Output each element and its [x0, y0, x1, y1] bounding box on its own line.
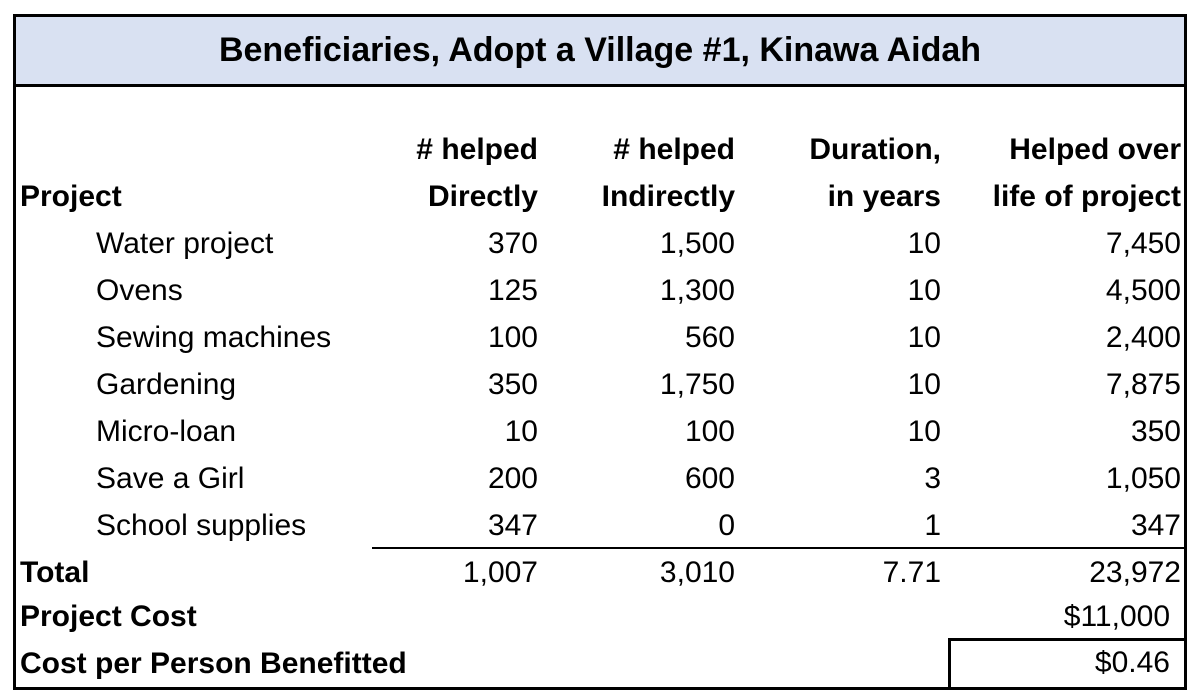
row-direct: 350	[487, 368, 538, 401]
header-life-line1: Helped over	[1009, 133, 1181, 166]
header-direct-line1: # helped	[416, 133, 538, 166]
total-life: 23,972	[1089, 556, 1181, 589]
header-project: Project	[20, 180, 122, 213]
row-indirect: 0	[718, 509, 735, 542]
row-direct: 100	[487, 321, 538, 354]
row-project-name: Sewing machines	[96, 321, 332, 354]
cost-per-person-value: $0.46	[1094, 646, 1170, 679]
row-project-name: Gardening	[96, 368, 237, 401]
row-life: 1,050	[1105, 462, 1181, 495]
row-direct: 200	[487, 462, 538, 495]
row-indirect: 100	[684, 415, 735, 448]
row-duration: 1	[924, 509, 941, 542]
row-direct: 370	[487, 227, 538, 260]
header-indirect-line1: # helped	[613, 133, 735, 166]
row-indirect: 560	[684, 321, 735, 354]
total-indirect: 3,010	[659, 556, 735, 589]
row-life: 7,450	[1105, 227, 1181, 260]
row-direct: 347	[487, 509, 538, 542]
row-duration: 10	[907, 274, 941, 307]
total-divider	[372, 547, 1184, 549]
row-duration: 10	[907, 368, 941, 401]
header-indirect-line2: Indirectly	[601, 180, 735, 213]
row-indirect: 1,300	[659, 274, 735, 307]
row-project-name: Water project	[96, 227, 274, 260]
row-life: 350	[1130, 415, 1181, 448]
header-duration-line2: in years	[827, 180, 941, 213]
row-duration: 10	[907, 227, 941, 260]
row-indirect: 1,500	[659, 227, 735, 260]
total-duration: 7.71	[882, 556, 941, 589]
row-life: 4,500	[1105, 274, 1181, 307]
total-label: Total	[20, 556, 90, 589]
cost-per-person-box: $0.46	[948, 638, 1187, 690]
project-cost-value: $11,000	[1063, 600, 1170, 633]
row-indirect: 600	[684, 462, 735, 495]
header-direct-line2: Directly	[427, 180, 538, 213]
header-duration-line1: Duration,	[809, 133, 941, 166]
row-life: 2,400	[1105, 321, 1181, 354]
row-project-name: Ovens	[96, 274, 183, 307]
row-duration: 10	[907, 415, 941, 448]
cost-per-person-label: Cost per Person Benefitted	[20, 647, 407, 680]
table-title: Beneficiaries, Adopt a Village #1, Kinaw…	[16, 17, 1184, 87]
row-life: 347	[1130, 509, 1181, 542]
row-project-name: Micro-loan	[96, 415, 237, 448]
row-indirect: 1,750	[659, 368, 735, 401]
project-cost-label: Project Cost	[20, 600, 197, 633]
row-duration: 10	[907, 321, 941, 354]
row-duration: 3	[924, 462, 941, 495]
row-direct: 10	[504, 415, 538, 448]
row-project-name: School supplies	[96, 509, 307, 542]
row-project-name: Save a Girl	[96, 462, 245, 495]
header-life-line2: life of project	[992, 180, 1181, 213]
beneficiaries-table: Beneficiaries, Adopt a Village #1, Kinaw…	[13, 14, 1187, 690]
row-direct: 125	[487, 274, 538, 307]
total-direct: 1,007	[462, 556, 538, 589]
row-life: 7,875	[1105, 368, 1181, 401]
